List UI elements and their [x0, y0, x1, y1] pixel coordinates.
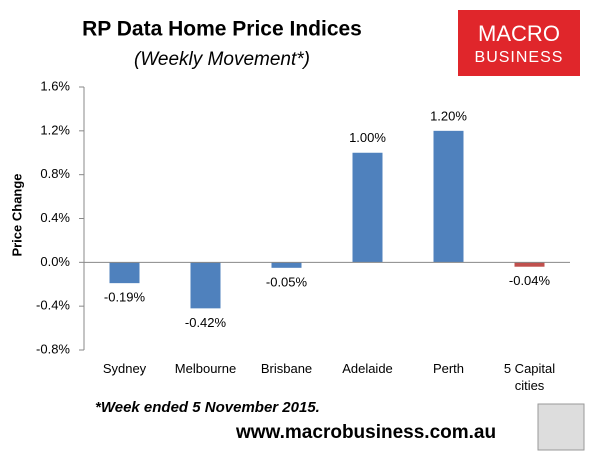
logo-box — [458, 10, 580, 76]
wolf-icon — [537, 403, 585, 451]
bar — [514, 262, 545, 267]
value-label: -0.19% — [104, 290, 146, 305]
value-label: 1.00% — [349, 130, 386, 145]
y-tick-label: 0.8% — [40, 166, 70, 181]
bar — [352, 152, 383, 263]
y-tick-label: 0.4% — [40, 210, 70, 225]
x-tick-label: Sydney — [102, 361, 147, 376]
x-tick-label: Melbourne — [174, 361, 237, 376]
bar — [109, 262, 140, 284]
y-tick-label: 1.6% — [40, 78, 70, 93]
x-tick-label: Adelaide — [342, 361, 393, 376]
chart-subtitle: (Weekly Movement*) — [134, 49, 310, 70]
source: www.macrobusiness.com.au — [235, 422, 496, 443]
footnote: *Week ended 5 November 2015. — [95, 399, 320, 416]
bar — [190, 262, 221, 309]
y-tick-label: 0.0% — [40, 254, 70, 269]
value-label: -0.42% — [185, 315, 227, 330]
y-tick-label: -0.8% — [36, 341, 70, 356]
value-label: 1.20% — [430, 108, 467, 123]
bar — [433, 130, 464, 263]
y-tick-label: -0.4% — [36, 298, 70, 313]
chart-title: RP Data Home Price Indices — [82, 18, 362, 41]
x-tick-label: 5 Capital cities — [503, 361, 556, 393]
x-tick-label: Brisbane — [260, 361, 313, 376]
value-label: -0.04% — [509, 273, 551, 288]
value-label: -0.05% — [266, 274, 308, 289]
y-axis-label: Price Change — [9, 173, 24, 256]
logo-text: BUSINESS — [475, 49, 564, 66]
bar — [271, 262, 302, 268]
logo-text: MACRO — [478, 21, 560, 46]
y-tick-label: 1.2% — [40, 122, 70, 137]
x-tick-label: Perth — [432, 361, 465, 376]
